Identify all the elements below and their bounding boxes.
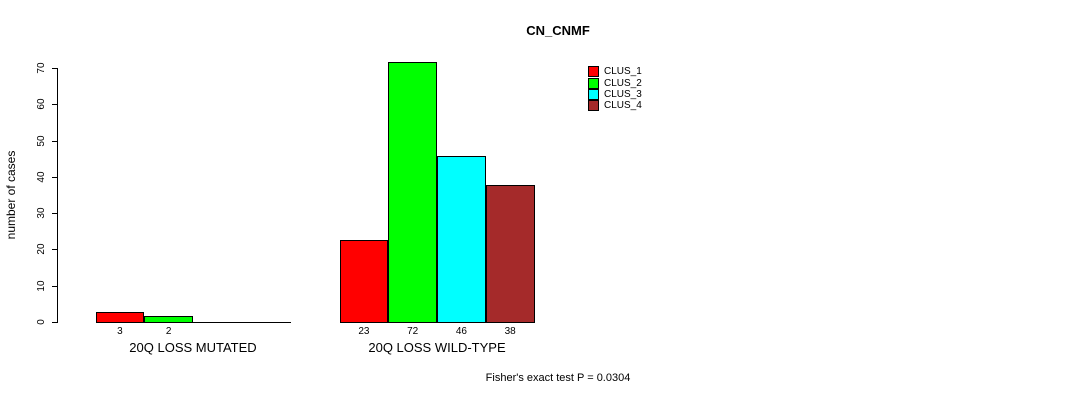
legend-swatch-clus_3 [588, 88, 599, 100]
bar-clus_2 [388, 62, 437, 323]
y-tick-mark [52, 176, 57, 178]
y-tick-label: 40 [35, 171, 47, 183]
y-tick-mark [52, 213, 57, 215]
y-axis-line [57, 68, 58, 323]
bar-clus_1 [95, 312, 145, 323]
legend-label: CLUS_2 [604, 77, 642, 89]
legend-label: CLUS_4 [604, 100, 642, 112]
y-tick-label: 50 [35, 135, 47, 147]
bar-value-label: 46 [455, 326, 467, 337]
legend: CLUS_1 CLUS_2 CLUS_3 CLUS_4 [588, 66, 642, 112]
legend-item: CLUS_3 [588, 88, 642, 100]
bar-value-label: 2 [165, 326, 172, 337]
bar-clus_2 [144, 316, 193, 323]
y-tick-mark [52, 249, 57, 251]
y-tick-label: 20 [35, 243, 47, 255]
bar-value-label: 38 [504, 326, 516, 337]
y-tick-mark [52, 140, 57, 142]
bar-value-label: 72 [407, 326, 419, 337]
y-tick-label: 0 [35, 319, 47, 325]
y-axis-label: number of cases [4, 150, 18, 240]
fisher-test-annotation: Fisher's exact test P = 0.0304 [485, 372, 631, 384]
y-tick-mark [52, 285, 57, 287]
bar-value-label: 3 [117, 326, 123, 337]
legend-item: CLUS_2 [588, 77, 642, 89]
legend-swatch-clus_1 [588, 66, 599, 78]
y-tick-label: 70 [35, 62, 47, 74]
legend-item: CLUS_1 [588, 66, 642, 78]
bar-clus_3 [437, 156, 486, 323]
bar-clus_4 [485, 185, 535, 323]
y-tick-mark [52, 322, 57, 323]
y-tick-label: 10 [35, 280, 47, 292]
group-baseline [95, 322, 291, 323]
legend-label: CLUS_3 [604, 88, 642, 100]
y-tick-label: 30 [35, 207, 47, 219]
group-label: 20Q LOSS WILD-TYPE [368, 340, 506, 355]
legend-item: CLUS_4 [588, 100, 642, 112]
chart-title: CN_CNMF [526, 23, 590, 38]
y-tick-label: 60 [35, 98, 47, 110]
bar-value-label: 23 [358, 326, 370, 337]
legend-swatch-clus_2 [588, 77, 599, 89]
legend-swatch-clus_4 [588, 100, 599, 112]
legend-label: CLUS_1 [604, 66, 642, 78]
bar-clus_1 [339, 240, 389, 323]
y-tick-mark [52, 68, 57, 69]
y-tick-mark [52, 104, 57, 106]
group-label: 20Q LOSS MUTATED [129, 340, 257, 355]
